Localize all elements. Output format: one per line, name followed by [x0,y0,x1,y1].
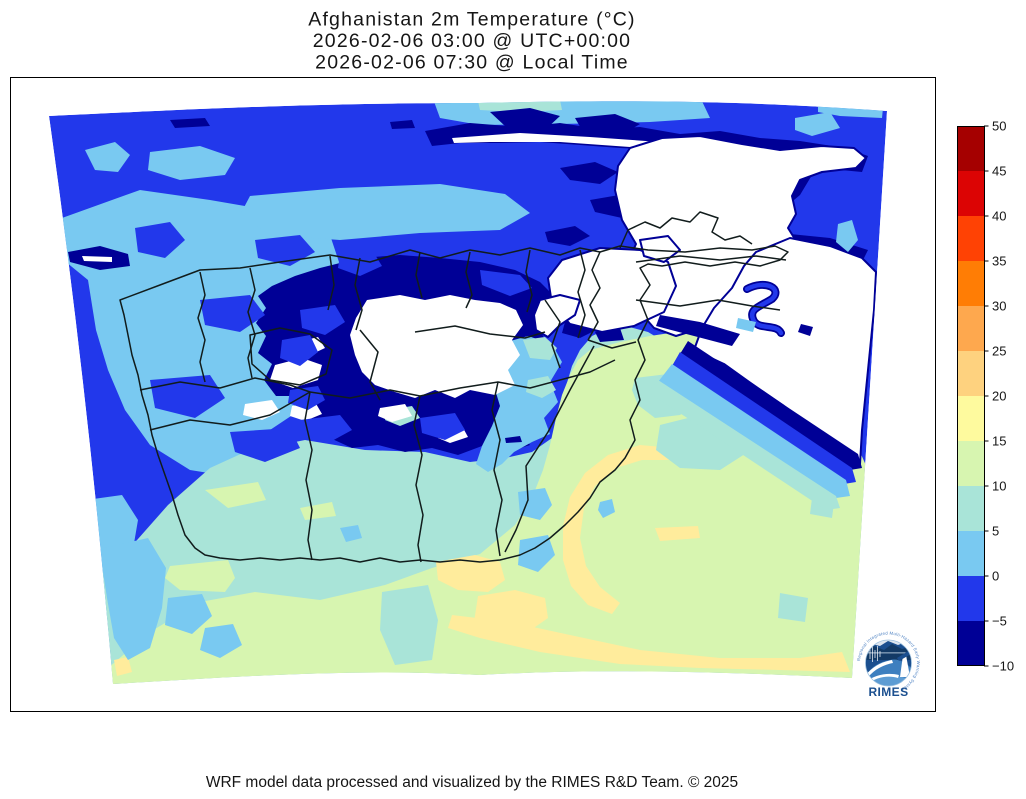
svg-text:35: 35 [992,254,1006,269]
svg-text:25: 25 [992,344,1006,359]
svg-text:0: 0 [992,569,999,584]
svg-text:−10: −10 [992,659,1014,674]
svg-text:20: 20 [992,389,1006,404]
svg-text:15: 15 [992,434,1006,449]
svg-text:WRF model data processed and v: WRF model data processed and visualized … [206,774,738,791]
svg-text:2026-02-06 07:30 @ Local Time: 2026-02-06 07:30 @ Local Time [315,52,629,74]
svg-text:10: 10 [992,479,1006,494]
svg-text:50: 50 [992,119,1006,134]
svg-text:30: 30 [992,299,1006,314]
svg-text:−5: −5 [992,614,1007,629]
svg-text:45: 45 [992,164,1006,179]
svg-text:Afghanistan 2m Temperature (°C: Afghanistan 2m Temperature (°C) [308,9,636,31]
svg-text:2026-02-06 03:00 @ UTC+00:00: 2026-02-06 03:00 @ UTC+00:00 [313,30,631,52]
svg-text:5: 5 [992,524,999,539]
svg-text:RIMES: RIMES [868,685,908,699]
svg-text:40: 40 [992,209,1006,224]
